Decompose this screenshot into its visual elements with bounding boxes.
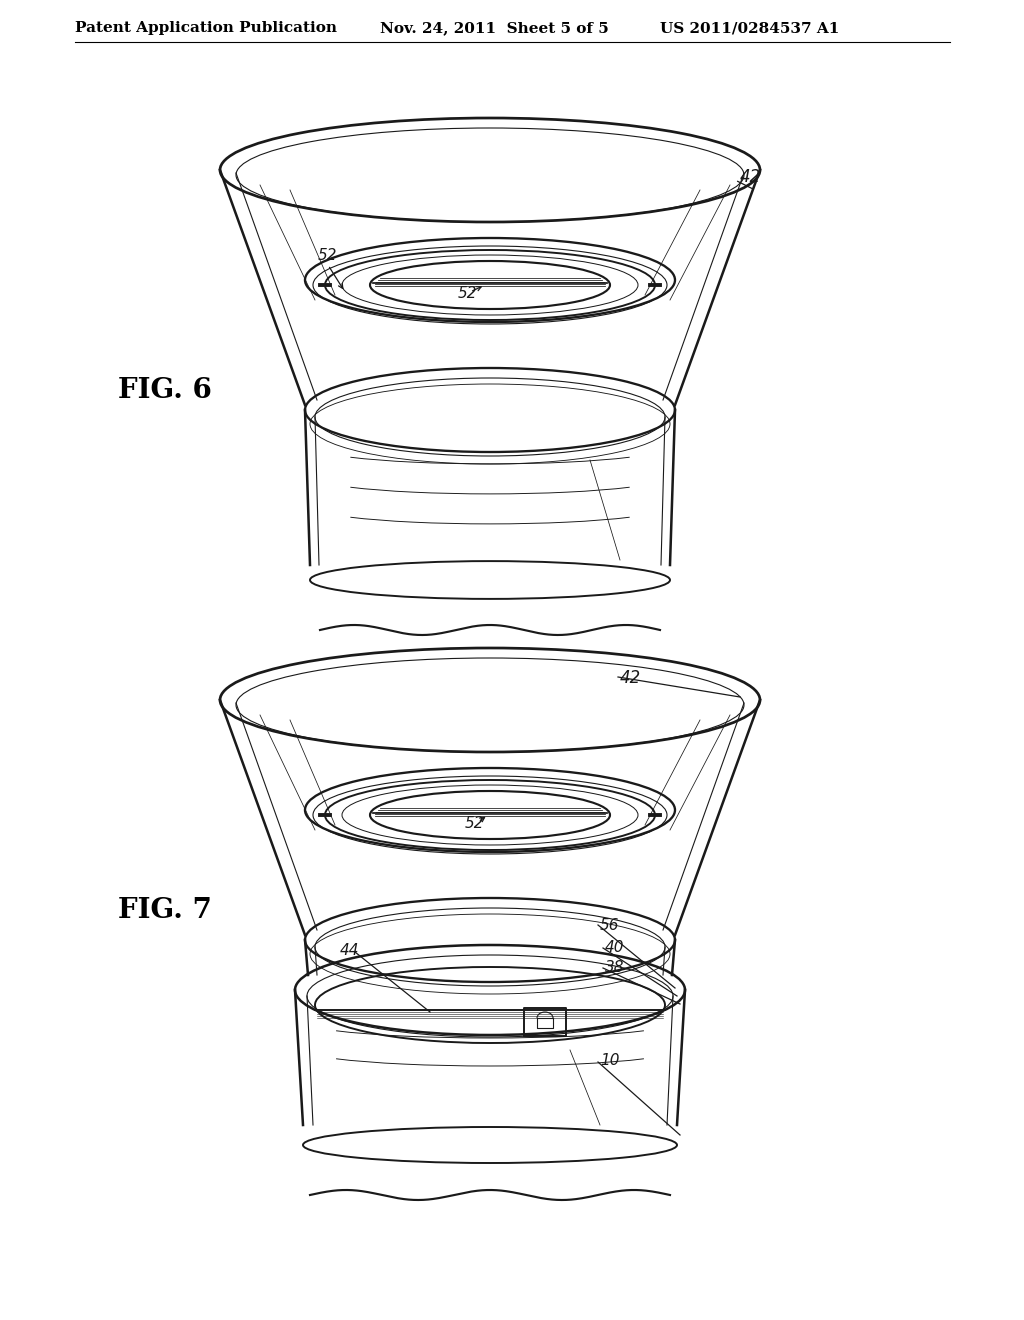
Text: US 2011/0284537 A1: US 2011/0284537 A1 [660,21,840,36]
Text: 52: 52 [318,248,338,263]
Text: FIG. 6: FIG. 6 [118,376,212,404]
Text: 40: 40 [605,940,625,954]
Text: 42: 42 [740,168,761,186]
Text: 56: 56 [600,917,620,933]
Text: 52: 52 [465,816,484,832]
Text: FIG. 7: FIG. 7 [118,896,212,924]
Text: 52: 52 [458,286,477,301]
Text: Patent Application Publication: Patent Application Publication [75,21,337,36]
Text: 44: 44 [340,942,359,958]
Text: 42: 42 [620,669,641,686]
Text: 38: 38 [605,960,625,975]
Text: Nov. 24, 2011  Sheet 5 of 5: Nov. 24, 2011 Sheet 5 of 5 [380,21,608,36]
Text: 10: 10 [600,1053,620,1068]
